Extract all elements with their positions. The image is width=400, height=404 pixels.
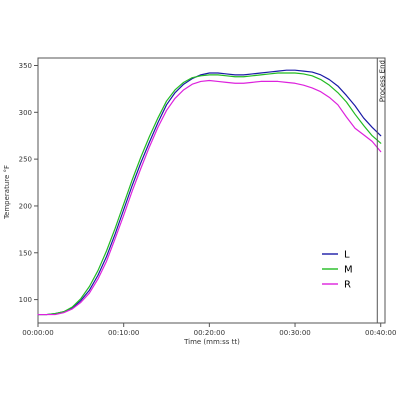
plot-frame — [37, 57, 386, 324]
y-tick-label: 350 — [19, 62, 32, 70]
series-line-r — [37, 79, 382, 316]
x-tick-label: 00:10:00 — [108, 329, 139, 337]
x-tick-label: 00:20:00 — [194, 329, 225, 337]
series-line-m — [37, 72, 382, 316]
legend-label-r: R — [344, 280, 351, 291]
x-tick-label: 00:40:00 — [365, 329, 396, 337]
annotations: Process End — [376, 58, 386, 323]
y-tick-label: 200 — [19, 202, 32, 210]
process-end-label: Process End — [378, 60, 386, 102]
x-axis-title: Time (mm:ss tt) — [183, 338, 240, 346]
legend: LMR — [322, 250, 353, 291]
y-axis-title: Temperature °F — [3, 165, 11, 220]
y-tick-label: 100 — [19, 296, 32, 304]
y-tick-label: 250 — [19, 156, 32, 164]
x-tick-label: 00:00:00 — [22, 329, 53, 337]
axes: 00:00:00 00:10:00 00:20:00 00:30:00 00:40:00… — [19, 57, 396, 337]
x-tick-label: 00:30:00 — [279, 329, 310, 337]
y-tick-label: 300 — [19, 109, 32, 117]
series-line-l — [37, 69, 382, 316]
legend-label-m: M — [344, 265, 353, 276]
y-tick-label: 150 — [19, 249, 32, 257]
legend-label-l: L — [344, 250, 350, 261]
series-lines — [37, 69, 382, 316]
